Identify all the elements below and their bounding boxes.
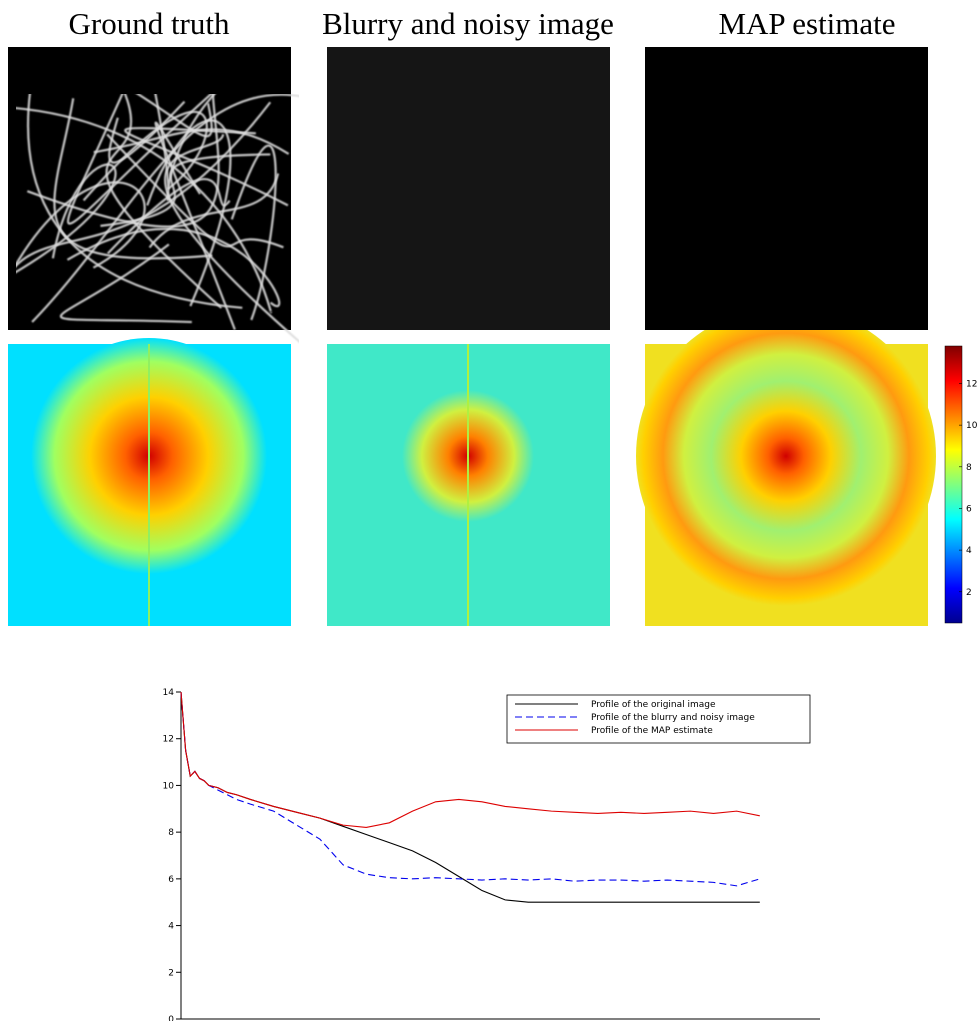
image-panel: [645, 47, 928, 330]
fourier-row: [8, 306, 963, 626]
filament: [16, 181, 146, 269]
legend-label: Profile of the blurry and noisy image: [591, 713, 755, 723]
y-tick-label: 0: [168, 1015, 174, 1021]
filament: [59, 243, 192, 324]
colorbar-tick-label: 8: [966, 463, 972, 473]
filament: [164, 133, 299, 343]
filament: [136, 94, 213, 138]
legend-label: Profile of the original image: [591, 700, 716, 710]
series-line: [180, 691, 760, 887]
colorbar-tick-label: 2: [966, 588, 972, 598]
panel-title: MAP estimate: [718, 6, 895, 41]
y-tick-label: 2: [168, 968, 174, 978]
colorbar-tick-label: 4: [966, 546, 972, 556]
y-tick-label: 14: [163, 688, 175, 698]
series-line: [180, 691, 760, 829]
y-tick-label: 10: [163, 781, 175, 791]
legend-label: Profile of the MAP estimate: [591, 726, 713, 736]
colorbar-tick-label: 6: [966, 504, 972, 514]
filament: [26, 94, 220, 228]
filament: [16, 101, 272, 268]
colorbar: [944, 345, 963, 624]
y-tick-label: 12: [163, 735, 174, 745]
y-tick-label: 6: [168, 875, 174, 885]
filament: [100, 153, 271, 227]
image-panel: [327, 47, 610, 330]
spectrum-blob: [636, 306, 936, 606]
panel-title: Blurry and noisy image: [322, 6, 614, 41]
legend: [506, 694, 811, 744]
filament: [53, 98, 213, 260]
y-tick-label: 4: [168, 922, 174, 932]
panel-title: Ground truth: [68, 6, 230, 41]
filaments: [16, 94, 299, 343]
y-tick-label: 8: [168, 828, 174, 838]
filament: [106, 133, 284, 249]
colorbar-tick-label: 10: [966, 421, 977, 431]
filament: [66, 94, 213, 225]
image-panel: [8, 47, 291, 330]
filament: [230, 144, 277, 321]
filament: [26, 94, 243, 309]
filament: [66, 227, 281, 308]
filament: [16, 163, 117, 274]
colorbar-tick-label: 12: [966, 379, 977, 389]
filament: [82, 110, 208, 202]
